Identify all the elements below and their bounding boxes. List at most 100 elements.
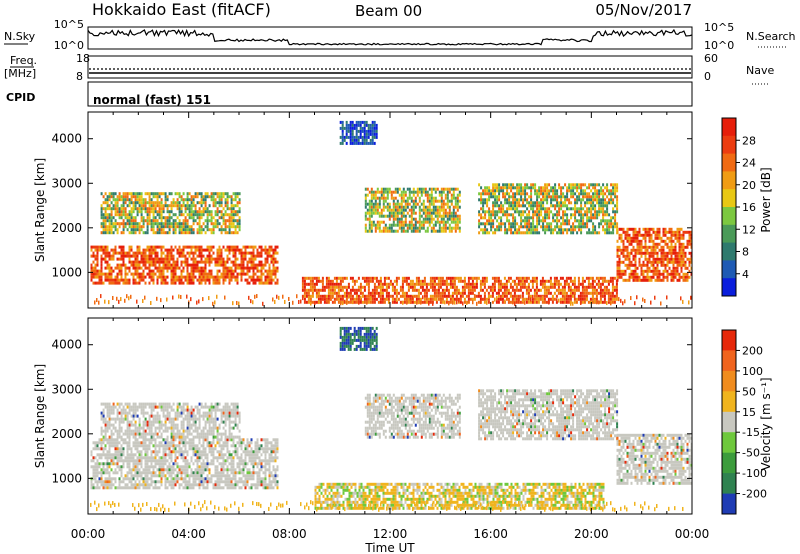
power-cell: [108, 207, 111, 211]
power-cell: [554, 213, 557, 217]
power-cell: [252, 245, 255, 249]
power-cell: [467, 294, 470, 298]
power-cell: [430, 211, 433, 215]
velocity-cell: [106, 450, 109, 454]
velocity-cell: [108, 474, 111, 478]
power-cell: [672, 266, 675, 270]
power-cell: [612, 228, 615, 232]
power-cell: [512, 201, 515, 205]
power-cell: [456, 220, 459, 224]
power-cell: [170, 266, 173, 270]
power-cell: [553, 291, 556, 295]
power-cell: [507, 279, 510, 283]
power-cell: [546, 183, 549, 187]
power-cell: [140, 260, 143, 264]
power-cell: [604, 213, 607, 217]
power-cell: [220, 260, 223, 264]
power-cell: [638, 245, 641, 249]
power-cell: [200, 204, 203, 208]
power-cell: [612, 222, 615, 226]
power-cell: [634, 236, 637, 240]
power-cell: [664, 251, 667, 255]
power-cell: [230, 210, 233, 214]
power-cell: [252, 251, 255, 255]
power-cell: [94, 248, 97, 252]
power-cell: [521, 282, 524, 286]
power-cell: [493, 276, 496, 280]
power-cell: [576, 231, 579, 235]
power-cell: [616, 189, 619, 193]
power-cell: [504, 201, 507, 205]
power-clutter: [508, 298, 510, 303]
power-cell: [138, 207, 141, 211]
velocity-cell: [112, 459, 115, 463]
power-cell: [188, 210, 191, 214]
power-cell: [450, 229, 453, 233]
power-cell: [562, 210, 565, 214]
nave-tick-max: 60: [704, 52, 718, 65]
power-cell: [240, 269, 243, 273]
power-cell: [393, 285, 396, 289]
power-cell: [266, 248, 269, 252]
power-cell: [505, 297, 508, 301]
power-cell: [588, 183, 591, 187]
power-cell: [170, 272, 173, 276]
power-cell: [152, 260, 155, 264]
power-cell: [192, 254, 195, 258]
power-cell: [421, 300, 424, 304]
power-cell: [409, 282, 412, 286]
power-cell: [618, 266, 621, 270]
power-cell: [514, 198, 517, 202]
power-cell: [230, 204, 233, 208]
power-cell: [504, 225, 507, 229]
power-cell: [438, 193, 441, 197]
power-cell: [410, 199, 413, 203]
power-cell: [392, 190, 395, 194]
power-cell: [672, 275, 675, 279]
power-cell: [505, 294, 508, 298]
power-cell: [402, 208, 405, 212]
power-cell: [588, 186, 591, 190]
power-cell: [435, 291, 438, 295]
power-cell: [347, 291, 350, 295]
power-cell: [224, 275, 227, 279]
power-clutter: [282, 294, 284, 299]
power-cell: [142, 201, 145, 205]
power-cell: [160, 213, 163, 217]
power-cell: [351, 129, 354, 133]
power-cell: [142, 222, 145, 226]
power-cell: [116, 278, 119, 282]
power-cell: [492, 219, 495, 223]
power-cell: [160, 260, 163, 264]
power-cell: [96, 248, 99, 252]
power-cell: [495, 300, 498, 304]
power-cell: [148, 269, 151, 273]
power-cell: [150, 201, 153, 205]
power-cell: [425, 300, 428, 304]
power-cell: [550, 225, 553, 229]
power-cell: [361, 291, 364, 295]
power-cell: [315, 288, 318, 292]
power-cell: [116, 251, 119, 255]
power-cell: [361, 135, 364, 139]
power-cell: [402, 214, 405, 218]
power-cell: [260, 254, 263, 258]
power-clutter: [488, 294, 490, 299]
power-cell: [491, 288, 494, 292]
power-cell: [186, 245, 189, 249]
power-clutter: [682, 299, 684, 304]
velocity-cell: [102, 447, 105, 451]
power-cell: [548, 183, 551, 187]
power-cell: [198, 225, 201, 229]
power-cell: [426, 229, 429, 233]
power-cell: [452, 211, 455, 215]
power-cell: [218, 248, 221, 252]
power-cell: [138, 210, 141, 214]
power-cell: [180, 281, 183, 285]
power-cell: [630, 272, 633, 276]
power-cell: [482, 216, 485, 220]
power-cell: [508, 225, 511, 229]
power-cell: [552, 213, 555, 217]
power-cell: [156, 195, 159, 199]
velocity-cell: [104, 444, 107, 448]
